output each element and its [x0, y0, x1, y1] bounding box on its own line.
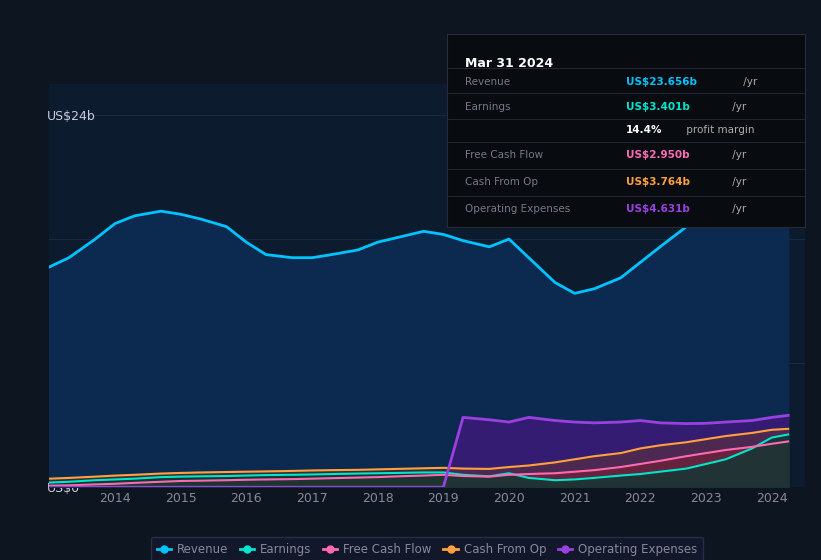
- Text: /yr: /yr: [729, 102, 746, 112]
- Text: /yr: /yr: [741, 77, 758, 87]
- Text: 14.4%: 14.4%: [626, 125, 663, 135]
- Text: US$3.764b: US$3.764b: [626, 178, 690, 188]
- Text: Free Cash Flow: Free Cash Flow: [466, 150, 544, 160]
- Text: US$3.401b: US$3.401b: [626, 102, 690, 112]
- Text: Mar 31 2024: Mar 31 2024: [466, 57, 553, 70]
- Text: US$2.950b: US$2.950b: [626, 150, 690, 160]
- Text: /yr: /yr: [729, 178, 746, 188]
- Text: /yr: /yr: [729, 204, 746, 214]
- Text: Operating Expenses: Operating Expenses: [466, 204, 571, 214]
- Text: US$4.631b: US$4.631b: [626, 204, 690, 214]
- Text: US$23.656b: US$23.656b: [626, 77, 697, 87]
- Text: Earnings: Earnings: [466, 102, 511, 112]
- Text: /yr: /yr: [729, 150, 746, 160]
- Legend: Revenue, Earnings, Free Cash Flow, Cash From Op, Operating Expenses: Revenue, Earnings, Free Cash Flow, Cash …: [151, 537, 703, 560]
- Text: Revenue: Revenue: [466, 77, 511, 87]
- Text: profit margin: profit margin: [683, 125, 754, 135]
- Text: Cash From Op: Cash From Op: [466, 178, 539, 188]
